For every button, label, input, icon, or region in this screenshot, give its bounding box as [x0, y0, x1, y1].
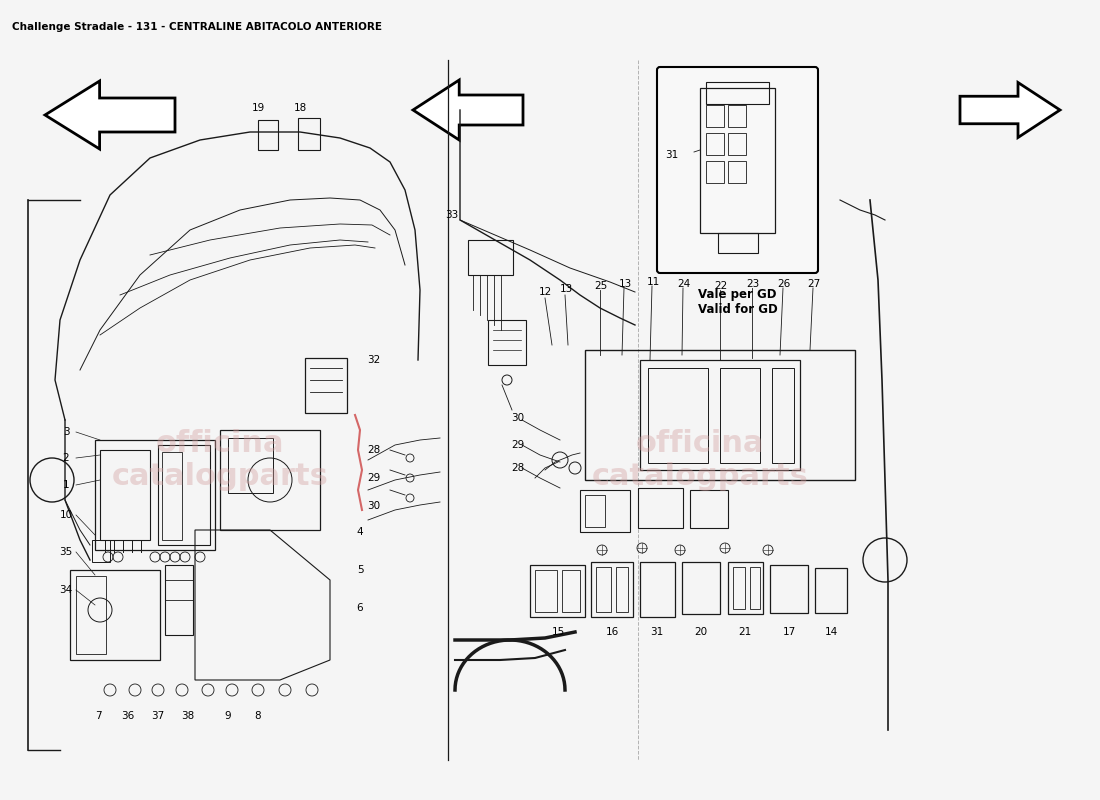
Bar [720, 368, 760, 463]
Text: 36: 36 [121, 711, 134, 721]
Text: officina
catalogparts: officina catalogparts [111, 429, 329, 491]
Bar [616, 567, 628, 612]
Text: 20: 20 [694, 627, 707, 637]
Text: 27: 27 [807, 279, 821, 289]
Text: 26: 26 [778, 279, 791, 289]
Bar [162, 452, 182, 540]
Text: 5: 5 [356, 565, 363, 575]
Bar [585, 495, 605, 527]
Text: 29: 29 [512, 440, 525, 450]
Text: officina
catalogparts: officina catalogparts [592, 429, 808, 491]
Text: 17: 17 [782, 627, 795, 637]
Bar [706, 161, 724, 183]
Bar [728, 105, 746, 127]
Bar [530, 565, 585, 617]
Bar [690, 490, 728, 528]
Bar [535, 570, 557, 612]
Text: Challenge Stradale - 131 - CENTRALINE ABITACOLO ANTERIORE: Challenge Stradale - 131 - CENTRALINE AB… [12, 22, 382, 32]
Bar [700, 88, 776, 233]
Text: 12: 12 [538, 287, 551, 297]
Text: 15: 15 [551, 627, 564, 637]
Text: 14: 14 [824, 627, 837, 637]
Bar [468, 240, 513, 275]
Bar [591, 562, 632, 617]
Text: 30: 30 [367, 501, 381, 511]
Text: 35: 35 [59, 547, 73, 557]
Text: 23: 23 [747, 279, 760, 289]
Text: 16: 16 [605, 627, 618, 637]
Text: 33: 33 [446, 210, 459, 220]
Text: 6: 6 [356, 603, 363, 613]
Bar [585, 350, 855, 480]
Text: 25: 25 [594, 281, 607, 291]
Bar [770, 565, 808, 613]
Text: 4: 4 [356, 527, 363, 537]
Bar [772, 368, 794, 463]
Bar [165, 565, 192, 635]
Text: 28: 28 [367, 445, 381, 455]
Bar [728, 161, 746, 183]
Text: 21: 21 [738, 627, 751, 637]
Bar [596, 567, 611, 612]
Polygon shape [412, 80, 522, 140]
Text: 13: 13 [560, 284, 573, 294]
Text: 30: 30 [512, 413, 525, 423]
Text: 9: 9 [224, 711, 231, 721]
Text: 8: 8 [255, 711, 262, 721]
Text: 37: 37 [152, 711, 165, 721]
Text: 31: 31 [666, 150, 679, 160]
Bar [750, 567, 760, 609]
Text: 2: 2 [63, 453, 69, 463]
Bar [562, 570, 580, 612]
Text: 28: 28 [512, 463, 525, 473]
Text: 38: 38 [182, 711, 195, 721]
Bar [706, 105, 724, 127]
Text: 1: 1 [63, 480, 69, 490]
Text: 29: 29 [367, 473, 381, 483]
Bar [706, 133, 724, 155]
Bar [258, 120, 278, 150]
Bar [638, 488, 683, 528]
Bar [488, 320, 526, 365]
Text: 32: 32 [367, 355, 381, 365]
Bar [640, 562, 675, 617]
Text: 31: 31 [650, 627, 663, 637]
Bar [298, 118, 320, 150]
Text: 10: 10 [59, 510, 73, 520]
Bar [70, 570, 160, 660]
Bar [76, 576, 106, 654]
Text: 18: 18 [294, 103, 307, 113]
Bar [640, 360, 800, 470]
FancyBboxPatch shape [657, 67, 818, 273]
Text: 3: 3 [63, 427, 69, 437]
Text: 34: 34 [59, 585, 73, 595]
Bar [220, 430, 320, 530]
Text: Vale per GD
Valid for GD: Vale per GD Valid for GD [697, 288, 778, 316]
Bar [158, 445, 210, 545]
Bar [648, 368, 708, 463]
Polygon shape [45, 81, 175, 149]
Polygon shape [960, 82, 1060, 138]
Bar [100, 450, 150, 540]
Bar [580, 490, 630, 532]
Text: 13: 13 [618, 279, 631, 289]
Bar [682, 562, 720, 614]
Bar [815, 568, 847, 613]
Bar [92, 540, 110, 562]
Text: 11: 11 [647, 277, 660, 287]
Bar [706, 82, 769, 104]
Bar [733, 567, 745, 609]
Text: 19: 19 [252, 103, 265, 113]
Bar [728, 562, 763, 614]
Bar [95, 440, 214, 550]
Bar [718, 233, 758, 253]
Bar [228, 438, 273, 493]
Text: 22: 22 [714, 281, 727, 291]
Bar [305, 358, 346, 413]
Text: 24: 24 [678, 279, 691, 289]
Bar [728, 133, 746, 155]
Text: 7: 7 [95, 711, 101, 721]
